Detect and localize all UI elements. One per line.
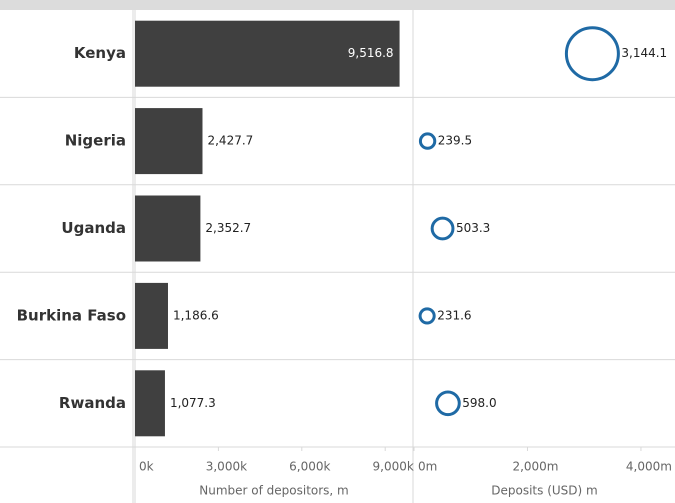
x-tick-label: 0m xyxy=(418,460,437,474)
bubble-value-label: 598.0 xyxy=(462,396,496,410)
category-label: Rwanda xyxy=(59,394,126,412)
x-tick-label: 0k xyxy=(139,460,154,474)
category-label: Burkina Faso xyxy=(17,306,126,324)
x-tick-label: 9,000k xyxy=(373,460,414,474)
bubble xyxy=(435,390,461,417)
header-band xyxy=(0,0,675,10)
x-tick-label: 3,000k xyxy=(206,460,247,474)
bar-value-label: 1,186.6 xyxy=(173,308,219,322)
bubble xyxy=(418,132,437,150)
bubble-value-label: 231.6 xyxy=(437,308,471,322)
bar xyxy=(135,195,201,262)
bar-value-label: 1,077.3 xyxy=(170,396,216,410)
x-tick-label: 2,000m xyxy=(512,460,558,474)
category-label: Kenya xyxy=(74,44,126,62)
x-tick-label: 6,000k xyxy=(289,460,330,474)
category-label: Nigeria xyxy=(65,132,126,150)
bubble xyxy=(418,307,436,325)
bar xyxy=(135,20,400,87)
bar-value-label: 2,352.7 xyxy=(205,221,251,235)
bar xyxy=(135,370,165,437)
x-axis-label: Number of depositors, m xyxy=(199,484,349,498)
bar-value-label: 2,427.7 xyxy=(207,134,253,148)
bar-value-label: 9,516.8 xyxy=(348,46,394,60)
bubble-value-label: 239.5 xyxy=(438,134,472,148)
bubble-value-label: 503.3 xyxy=(456,221,490,235)
category-label: Uganda xyxy=(61,219,126,237)
bubble xyxy=(564,26,620,82)
bubble-value-label: 3,144.1 xyxy=(621,46,667,60)
x-tick-label: 4,000m xyxy=(626,460,672,474)
x-axis-label: Deposits (USD) m xyxy=(491,484,597,498)
bar xyxy=(135,282,168,349)
bubble xyxy=(430,216,455,241)
bar xyxy=(135,108,203,175)
